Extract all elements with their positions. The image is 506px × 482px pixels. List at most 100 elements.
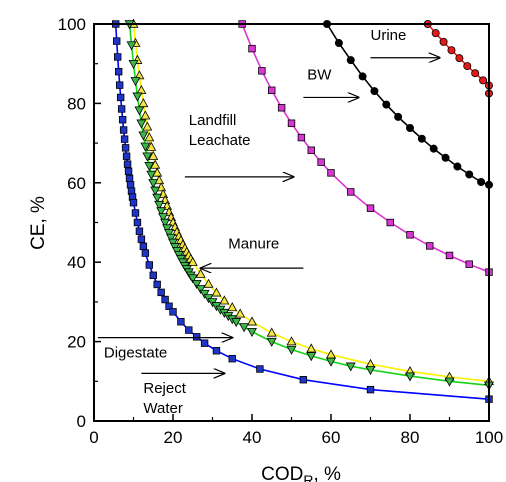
data-point-reject-water	[169, 308, 177, 316]
data-point-landfill-leachate	[465, 260, 473, 268]
data-point-manure	[227, 302, 238, 312]
data-point-reject-water	[117, 105, 126, 113]
data-point-landfill-leachate	[277, 104, 286, 112]
data-point-urine	[463, 62, 472, 71]
data-point-reject-water	[177, 318, 185, 326]
data-point-landfill-leachate	[347, 188, 355, 196]
data-point-reject-water	[212, 347, 221, 355]
annotation-label-reject-water: Reject	[143, 380, 186, 397]
x-axis-title-main: COD	[261, 464, 303, 482]
data-point-bw	[477, 178, 486, 187]
data-point-reject-water	[129, 198, 138, 207]
data-point-manure	[219, 295, 230, 305]
data-point-reject-water	[121, 144, 130, 152]
annotation-label-digestate: Digestate	[104, 344, 167, 361]
data-point-digestate	[134, 106, 145, 116]
data-point-reject-water	[299, 376, 308, 384]
data-point-landfill-leachate	[426, 242, 434, 250]
data-point-digestate	[144, 162, 155, 172]
data-point-reject-water	[366, 385, 375, 394]
data-point-bw	[358, 72, 367, 81]
data-point-urine	[447, 46, 456, 55]
annotation-label-reject-water: Water	[143, 400, 182, 417]
x-tick-label: 100	[475, 428, 503, 447]
data-point-digestate	[247, 327, 257, 338]
data-point-reject-water	[115, 81, 124, 89]
x-axis-title: CODR, %	[261, 464, 341, 482]
x-tick-label: 40	[243, 428, 262, 447]
data-point-manure	[146, 141, 157, 151]
data-point-bw	[405, 124, 414, 133]
annotation-label-manure: Manure	[228, 235, 279, 252]
data-point-digestate	[158, 213, 169, 223]
data-point-manure	[142, 121, 153, 131]
data-point-bw	[429, 144, 438, 153]
data-point-urine	[455, 54, 464, 63]
series-line-reject-water	[114, 23, 490, 400]
y-tick-label: 40	[67, 253, 86, 272]
data-point-reject-water	[120, 135, 129, 143]
data-point-manure	[138, 98, 149, 108]
data-point-reject-water	[122, 152, 131, 160]
data-point-digestate	[191, 279, 202, 289]
data-point-reject-water	[137, 235, 146, 243]
data-point-digestate	[136, 119, 147, 129]
y-tick-label: 0	[77, 412, 86, 431]
series-markers	[112, 18, 494, 403]
data-point-digestate	[142, 152, 153, 162]
data-point-digestate	[140, 142, 151, 152]
data-point-bw	[334, 39, 343, 48]
data-point-digestate	[128, 60, 139, 70]
data-point-manure	[195, 268, 206, 278]
data-point-reject-water	[116, 93, 125, 102]
tick-labels: 0 20 40 60 80 100 0 20 40 60 80 100	[58, 15, 504, 447]
data-point-bw	[453, 162, 462, 171]
data-point-reject-water	[135, 227, 144, 235]
data-point-digestate	[130, 77, 141, 87]
data-point-manure	[150, 159, 161, 169]
data-point-digestate	[365, 366, 376, 376]
annotation-label-bw: BW	[307, 67, 332, 84]
y-tick-label: 60	[67, 174, 86, 193]
data-point-manure	[235, 308, 246, 318]
data-point-digestate	[152, 193, 163, 203]
data-point-reject-water	[145, 261, 153, 269]
data-point-landfill-leachate	[366, 204, 375, 212]
data-point-manure	[266, 327, 277, 337]
x-axis-title-subscript: R	[303, 472, 313, 482]
data-point-digestate	[168, 238, 178, 248]
x-tick-label: 60	[322, 428, 341, 447]
data-point-urine	[471, 69, 480, 78]
data-point-reject-water	[228, 354, 236, 363]
series-lines	[114, 23, 490, 400]
data-point-landfill-leachate	[297, 133, 306, 142]
data-point-reject-water	[114, 67, 123, 76]
data-point-bw	[465, 170, 474, 179]
data-point-landfill-leachate	[386, 218, 394, 227]
data-point-reject-water	[157, 288, 165, 297]
data-point-bw	[382, 100, 391, 109]
data-point-reject-water	[185, 326, 193, 334]
data-point-reject-water	[139, 242, 148, 251]
y-axis-title: CE, %	[28, 196, 49, 250]
data-point-urine	[479, 76, 488, 85]
data-point-reject-water	[124, 167, 133, 175]
data-point-reject-water	[153, 280, 161, 289]
data-point-reject-water	[114, 53, 122, 61]
data-point-landfill-leachate	[327, 169, 335, 177]
data-point-landfill-leachate	[268, 86, 276, 94]
data-point-reject-water	[131, 209, 140, 217]
data-point-digestate	[156, 207, 167, 217]
annotation-label-urine: Urine	[371, 27, 407, 44]
data-point-manure	[140, 110, 151, 120]
data-point-digestate	[166, 233, 177, 243]
data-point-manure	[286, 336, 297, 346]
data-point-manure	[247, 316, 257, 326]
data-point-manure	[203, 278, 214, 288]
data-point-bw	[346, 56, 355, 65]
data-point-bw	[441, 153, 450, 162]
data-point-reject-water	[149, 271, 157, 280]
data-point-manure	[211, 287, 222, 297]
data-point-landfill-leachate	[406, 231, 414, 239]
y-tick-label: 80	[67, 94, 86, 113]
